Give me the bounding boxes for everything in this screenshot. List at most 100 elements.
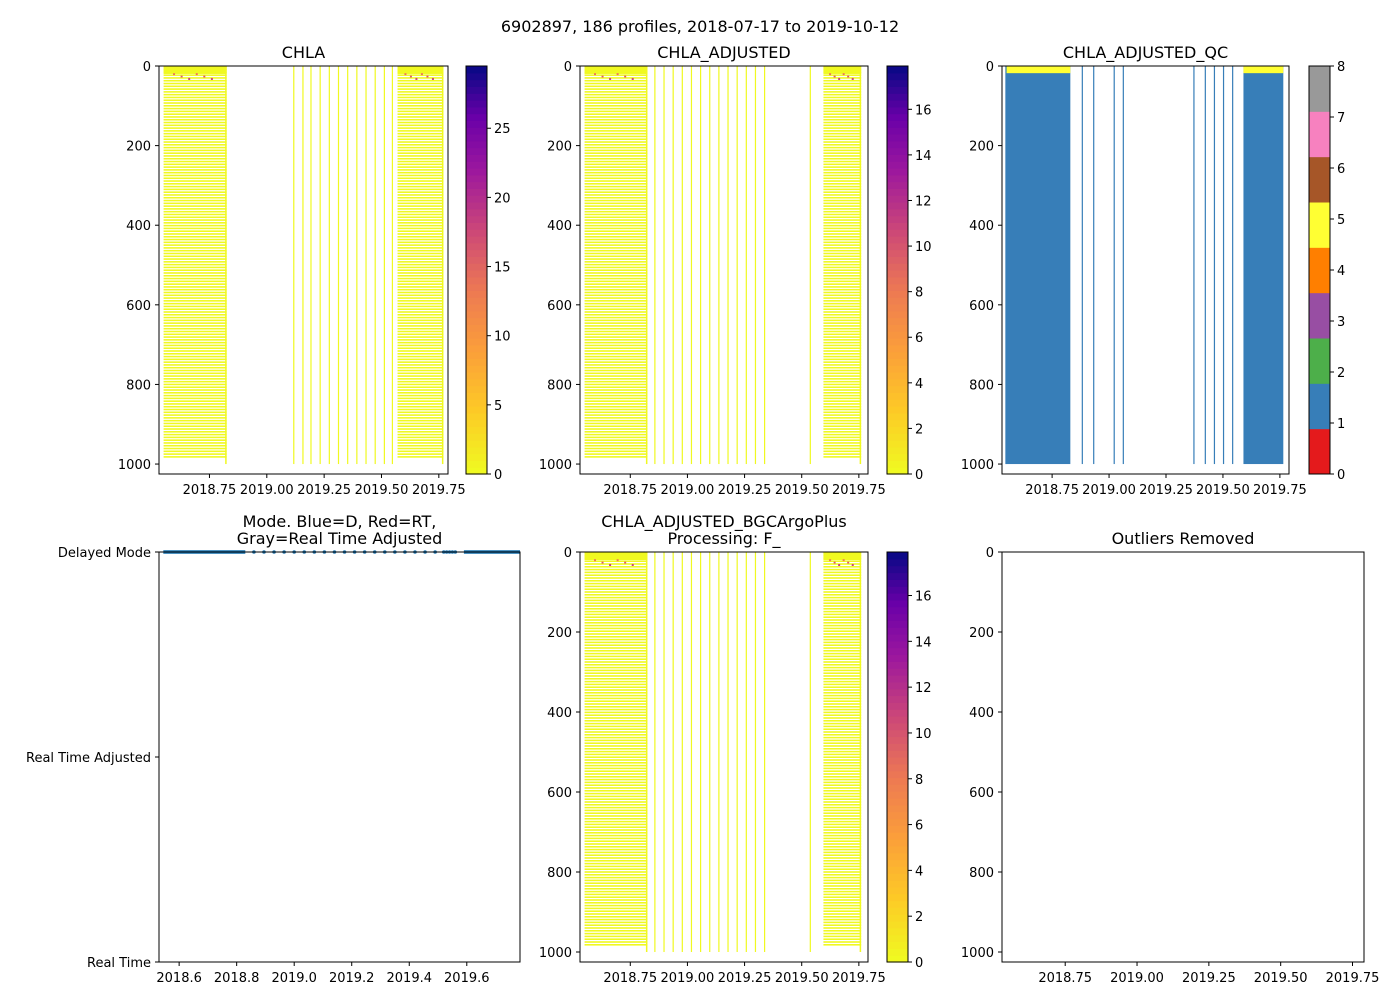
chla_adj-depth-sample-row (584, 352, 648, 355)
bgc-depth-sample-row (823, 921, 862, 924)
chla-depth-sample-row (397, 403, 444, 405)
bgc-ytick-label: 1000 (539, 946, 572, 961)
bgc-depth-sample-row (823, 787, 862, 789)
bgc-depth-sample-row (584, 585, 648, 588)
bgc-depth-sample-row (584, 728, 648, 730)
chla-colorbar-swatch (466, 406, 487, 414)
chla_adj-depth-sample-row (584, 431, 648, 433)
chla-depth-sample-row (397, 261, 444, 263)
chla_adj-depth-sample-row (823, 258, 862, 260)
chla_adj-depth-sample-row (584, 105, 648, 107)
chla-depth-sample-row (397, 127, 444, 129)
chla-depth-sample-row (397, 121, 444, 124)
chla_adj-colorbar-swatch (887, 106, 908, 115)
chla-colorbar-label: 25 (494, 122, 511, 137)
chla_adj-depth-sample-row (584, 380, 648, 383)
chla-colorbar-swatch (466, 72, 487, 81)
chla-depth-sample-row (163, 113, 227, 115)
chla_adj-colorbar-swatch (887, 154, 908, 162)
chla-depth-sample-row (163, 419, 227, 422)
chla-colorbar-swatch (466, 86, 487, 94)
outliers-title: Outliers Removed (1112, 529, 1255, 548)
chla-hotspot (420, 73, 423, 76)
chla_adj-ytick-label: 600 (547, 299, 572, 314)
chla_adj-colorbar-swatch (887, 317, 908, 325)
bgc-colorbar-swatch (887, 627, 908, 635)
bgc-depth-sample-row (823, 818, 862, 820)
chla_adj-depth-sample-row (823, 408, 862, 411)
chla_adj-colorbar-label: 4 (915, 377, 923, 392)
bgc-colorbar-swatch (887, 729, 908, 738)
bgc-colorbar-swatch (887, 654, 908, 662)
chla-depth-sample-row (163, 166, 227, 168)
bgc-depth-sample-row (823, 633, 862, 635)
bgc-depth-sample-row (584, 596, 648, 599)
chla-depth-sample-row (163, 392, 227, 394)
chla-depth-sample-row (163, 82, 227, 85)
chla-depth-sample-row (163, 297, 227, 299)
chla-depth-sample-row (163, 255, 227, 258)
chla-colorbar-label: 20 (494, 191, 511, 206)
bgc-depth-sample-row (584, 658, 648, 660)
bgc-depth-sample-row (823, 930, 862, 932)
bgc-depth-sample-row (584, 834, 648, 837)
bgc-title: CHLA_ADJUSTED_BGCArgoPlus (601, 512, 847, 532)
chla_adj-depth-sample-row (584, 199, 648, 202)
chla_adj-depth-sample-row (823, 244, 862, 246)
chla-depth-sample-row (163, 394, 227, 397)
bgc-depth-sample-row (584, 910, 648, 912)
bgc-depth-sample-row (584, 913, 648, 915)
chla-depth-sample-row (163, 93, 227, 96)
chla_adj-sparse-profile (754, 66, 757, 465)
bgc-depth-sample-row (584, 888, 648, 890)
chla_adj-colorbar-swatch (887, 174, 908, 183)
chla_adj-colorbar-swatch (887, 86, 908, 94)
bgc-colorbar-swatch (887, 634, 908, 642)
chla_adj-colorbar-swatch (887, 134, 908, 142)
chla-colorbar-swatch (466, 140, 487, 149)
chla-sparse-profile (302, 66, 304, 465)
bgc-depth-sample-row (584, 734, 648, 736)
chla-colorbar-swatch (466, 236, 487, 244)
chla-sparse-profile (356, 66, 358, 465)
chla_adj-depth-sample-row (584, 422, 648, 425)
bgc-depth-sample-row (584, 773, 648, 775)
chla-depth-sample-row (163, 249, 227, 252)
bgc-depth-sample-row (584, 633, 648, 635)
chla_adj-depth-sample-row (584, 347, 648, 350)
chla_adj-depth-sample-row (823, 185, 862, 188)
chla_adj-depth-sample-row (823, 216, 862, 219)
chla_adj-depth-sample-row (823, 107, 862, 110)
chla-depth-sample-row (163, 352, 227, 355)
chla_adj_qc-colorbar-label: 8 (1337, 60, 1345, 75)
chla_adj-depth-sample-row (584, 300, 648, 302)
chla_adj-depth-sample-row (584, 319, 648, 322)
bgc-depth-sample-row (823, 879, 862, 882)
bgc-depth-sample-row (584, 748, 648, 750)
bgc-depth-sample-row (823, 750, 862, 753)
chla_adj_qc-colorbar-label: 0 (1337, 468, 1345, 483)
chla_adj-colorbar-swatch (887, 304, 908, 312)
chla_adj-colorbar-swatch (887, 147, 908, 155)
chla-depth-sample-row (397, 372, 444, 375)
bgc-depth-sample-row (584, 832, 648, 834)
chla_adj-depth-sample-row (823, 222, 862, 224)
bgc-sparse-profile (663, 552, 665, 952)
mode-xtick-label: 2019.2 (329, 971, 375, 986)
chla_adj-depth-sample-row (584, 397, 648, 400)
chla_adj-depth-sample-row (584, 311, 648, 313)
bgc-depth-sample-row (584, 745, 648, 747)
chla_adj-colorbar-swatch (887, 181, 908, 189)
chla_adj-depth-sample-row (823, 272, 862, 274)
chla-colorbar-swatch (466, 147, 487, 155)
chla-colorbar-swatch (466, 412, 487, 421)
chla_adj-depth-sample-row (823, 130, 862, 132)
chla_adj-depth-sample-row (823, 144, 862, 146)
chla_adj-colorbar-swatch (887, 256, 908, 264)
chla-depth-sample-row (397, 288, 444, 291)
bgc-colorbar-swatch (887, 798, 908, 806)
chla-surface-band (397, 66, 444, 74)
chla-depth-sample-row (163, 436, 227, 439)
bgc-hotspot (601, 561, 604, 564)
chla-depth-sample-row (397, 124, 444, 127)
